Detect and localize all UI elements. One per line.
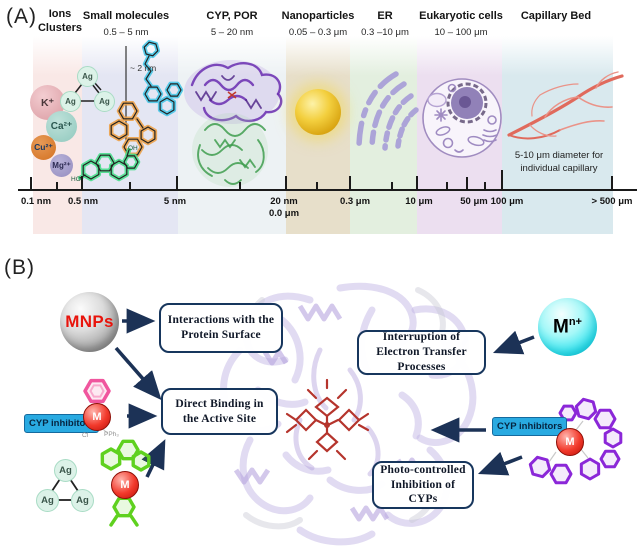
cl-ligand-label: Cl	[82, 432, 89, 439]
tick-5nm: 5 nm	[163, 196, 187, 207]
panel-a-label: (A)	[6, 5, 37, 28]
por-protein-ribbon	[192, 113, 268, 187]
size-axis	[18, 170, 637, 191]
header-nanoparticles: Nanoparticles 0.05 – 0.3 μm	[281, 10, 355, 38]
tick-500um: > 500 μm	[591, 196, 633, 207]
silver-atom: Ag	[71, 489, 94, 512]
ho-label: HO	[71, 176, 81, 183]
heme-group	[285, 378, 370, 461]
panel-a-illustrations	[18, 0, 637, 191]
silver-atom: Ag	[36, 489, 59, 512]
silver-atom: Ag	[60, 91, 81, 112]
capillary-note: 5-10 μm diameter for individual capillar…	[514, 150, 604, 174]
silver-atom: Ag	[77, 66, 98, 87]
cyp-inhibitors-label-right: CYP inhibitors	[492, 417, 568, 436]
cyp-protein-ribbon	[184, 60, 283, 124]
metal-center-green: M	[111, 471, 139, 499]
box-electron-transfer: Interruption of Electron Transfer Proces…	[357, 330, 486, 375]
ion-cu: Cu²⁺	[31, 135, 56, 160]
tick-0-3um: 0.3 μm	[339, 196, 371, 207]
band-small-molecules	[82, 36, 178, 234]
box-photo-controlled: Photo-controlled Inhibition of CYPs	[372, 461, 474, 509]
panel-b-label: (B)	[4, 256, 35, 279]
band-capillary-bed	[502, 36, 613, 234]
metal-center-pink: M	[83, 403, 111, 431]
silver-atom: Ag	[54, 459, 77, 482]
eukaryotic-cell	[422, 78, 502, 158]
header-eukaryotic-cells: Eukaryotic cells 10 – 100 μm	[419, 10, 503, 38]
header-capillary-bed: Capillary Bed	[520, 10, 592, 22]
silver-atom: Ag	[94, 91, 115, 112]
tick-50um: 50 μm	[460, 196, 488, 207]
capillary-vessels	[507, 71, 624, 140]
tick-100um: 100 μm	[490, 196, 524, 207]
header-small-molecules: Small molecules 0.5 – 5 nm	[82, 10, 170, 38]
gold-nanoparticle	[295, 89, 341, 135]
ion-mg: Mg²⁺	[50, 154, 73, 177]
metal-center-purple: M	[556, 428, 584, 456]
tick-0-5nm: 0.5 nm	[67, 196, 99, 207]
box-direct-binding: Direct Binding in the Active Site	[161, 388, 278, 435]
er-membranes	[356, 71, 419, 151]
mnps-label: MNPs	[65, 312, 114, 331]
tick-0-1nm: 0.1 nm	[20, 196, 52, 207]
scale-marker-2nm: ~ 2 nm	[130, 63, 157, 73]
header-ions-clusters: Ions Clusters	[37, 8, 83, 34]
green-metal-complex	[100, 439, 151, 527]
flow-arrows	[114, 308, 535, 478]
tick-10um: 10 μm	[405, 196, 433, 207]
header-cyp-por: CYP, POR 5 – 20 nm	[206, 10, 258, 38]
band-nanoparticles	[286, 36, 350, 234]
header-er: ER 0.3 –10 μm	[361, 10, 409, 38]
metal-ion-label: Mn+	[553, 315, 582, 338]
box-protein-surface: Interactions with the Protein Surface	[159, 303, 283, 353]
metal-ion-sphere: Mn+	[538, 298, 597, 356]
tick-20nm: 20 nm 0.0 μm	[268, 196, 300, 220]
pph3-ligand-label: PPh₃	[104, 431, 119, 438]
oh-label: OH	[128, 145, 138, 152]
mnps-sphere: MNPs	[60, 292, 119, 352]
purple-metal-complex	[528, 397, 623, 485]
